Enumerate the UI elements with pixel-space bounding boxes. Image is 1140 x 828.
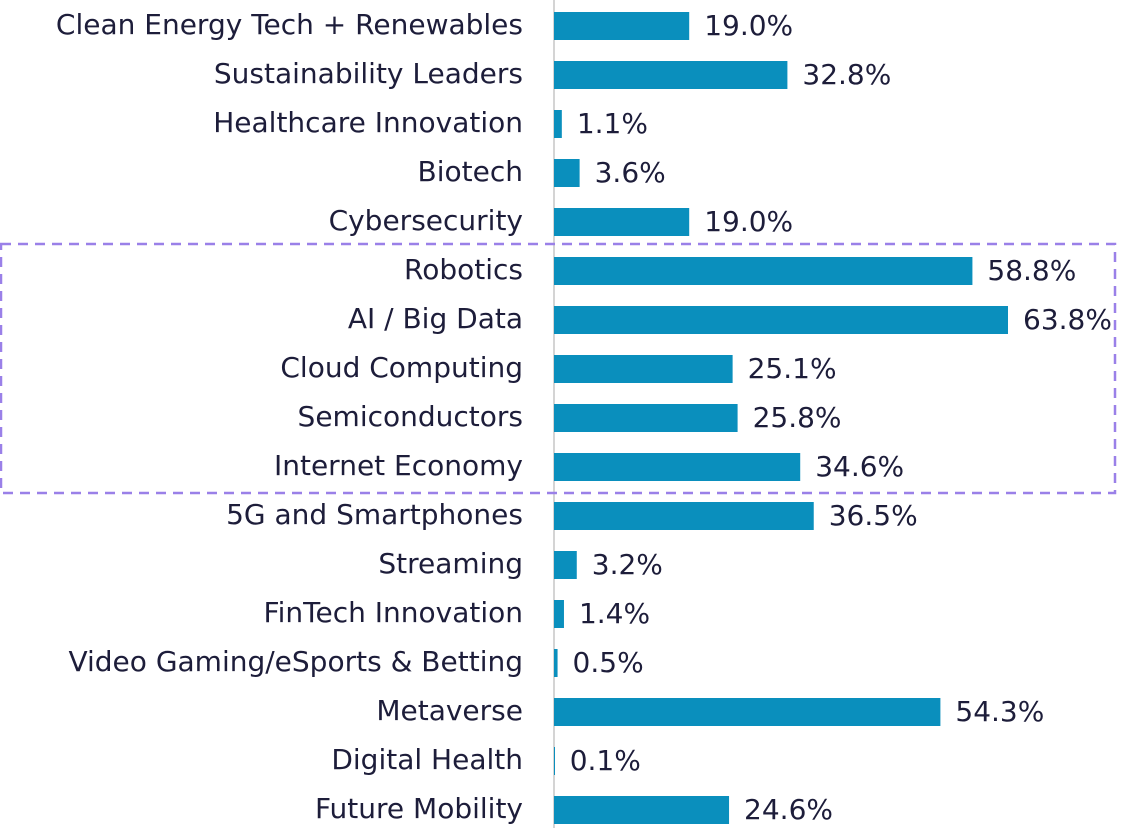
value-label: 36.5%	[829, 499, 918, 532]
value-label: 32.8%	[802, 58, 891, 91]
bar	[554, 551, 577, 579]
bar	[554, 600, 564, 628]
value-label: 0.5%	[573, 646, 644, 679]
value-label: 19.0%	[704, 9, 793, 42]
value-label: 25.1%	[748, 352, 837, 385]
value-label: 24.6%	[744, 793, 833, 826]
value-label: 58.8%	[987, 254, 1076, 287]
category-label: Cybersecurity	[329, 204, 523, 237]
bar	[554, 502, 814, 530]
value-label: 34.6%	[815, 450, 904, 483]
category-label: Clean Energy Tech + Renewables	[56, 8, 523, 41]
bar	[554, 110, 562, 138]
bar	[554, 12, 690, 40]
category-label: 5G and Smartphones	[226, 498, 523, 531]
bar	[554, 257, 973, 285]
value-label: 19.0%	[704, 205, 793, 238]
bar	[554, 747, 555, 775]
bar	[554, 306, 1008, 334]
bar	[554, 404, 738, 432]
category-label: Cloud Computing	[280, 351, 523, 384]
category-label: Internet Economy	[274, 449, 523, 482]
bar	[554, 208, 690, 236]
category-label: Sustainability Leaders	[214, 57, 523, 90]
bar	[554, 649, 558, 677]
value-label: 54.3%	[955, 695, 1044, 728]
category-label: Digital Health	[331, 743, 523, 776]
value-label: 3.2%	[592, 548, 663, 581]
bar	[554, 796, 730, 824]
bar	[554, 698, 941, 726]
value-label: 25.8%	[753, 401, 842, 434]
category-label: Future Mobility	[315, 792, 523, 825]
category-label: Healthcare Innovation	[213, 106, 523, 139]
bar	[554, 159, 580, 187]
bar	[554, 61, 788, 89]
category-label: FinTech Innovation	[264, 596, 523, 629]
category-label: Streaming	[378, 547, 523, 580]
value-label: 3.6%	[595, 156, 666, 189]
value-label: 1.4%	[579, 597, 650, 630]
highlight-box	[0, 242, 1117, 495]
category-label: Video Gaming/eSports & Betting	[68, 645, 523, 678]
bar	[554, 453, 801, 481]
category-label: Metaverse	[376, 694, 523, 727]
value-label: 63.8%	[1023, 303, 1112, 336]
category-label: Semiconductors	[298, 400, 523, 433]
category-label: Biotech	[418, 155, 523, 188]
category-label: AI / Big Data	[348, 302, 523, 335]
value-label: 0.1%	[570, 744, 641, 777]
value-label: 1.1%	[577, 107, 648, 140]
bar	[554, 355, 733, 383]
category-label: Robotics	[404, 253, 523, 286]
